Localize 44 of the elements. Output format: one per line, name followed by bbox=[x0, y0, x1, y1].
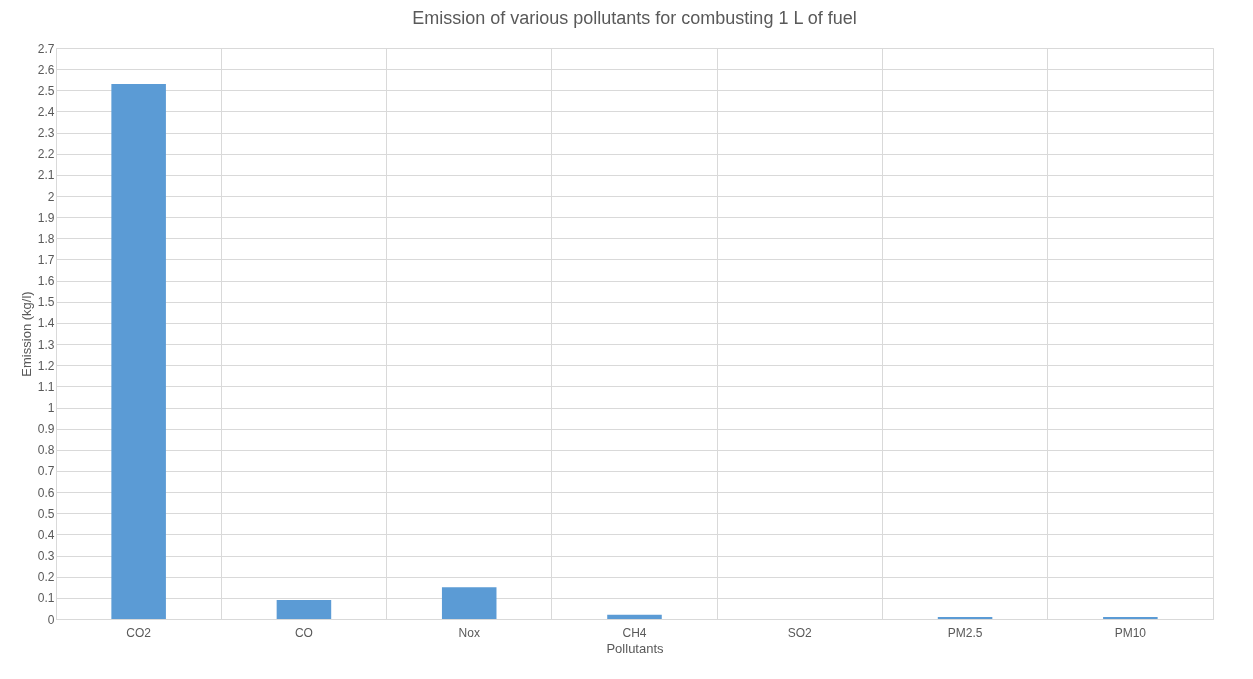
y-tick-label: 2 bbox=[47, 189, 55, 204]
x-tick-label: SO2 bbox=[787, 625, 813, 640]
y-tick-label: 1.8 bbox=[37, 231, 55, 246]
x-tick-label: CH4 bbox=[622, 625, 647, 640]
bar bbox=[1103, 616, 1158, 619]
y-tick-label: 1.3 bbox=[37, 337, 55, 352]
x-tick-label: Nox bbox=[458, 625, 480, 640]
y-tick-label: 0.4 bbox=[37, 527, 55, 542]
y-tick-label: 0.5 bbox=[37, 506, 55, 521]
x-tick-label: PM2.5 bbox=[947, 625, 983, 640]
y-tick-label: 1.9 bbox=[37, 210, 55, 225]
y-tick-label: 1.1 bbox=[37, 379, 55, 394]
bar bbox=[276, 599, 332, 619]
y-tick-label: 0.3 bbox=[37, 549, 55, 564]
bar bbox=[441, 587, 497, 619]
x-axis-title: Pollutants bbox=[606, 640, 665, 656]
chart-title: Emission of various pollutants for combusting 1 L of fuel bbox=[412, 8, 857, 28]
y-tick-label: 0.7 bbox=[37, 464, 55, 479]
y-tick-label: 0.9 bbox=[37, 422, 55, 437]
y-tick-label: 1 bbox=[47, 401, 55, 416]
y-tick-label: 0.2 bbox=[37, 570, 55, 585]
y-tick-label: 1.7 bbox=[37, 252, 55, 267]
y-tick-label: 2.4 bbox=[37, 104, 55, 119]
y-tick-label: 0.1 bbox=[37, 591, 55, 606]
y-tick-label: 2.5 bbox=[37, 83, 55, 98]
y-tick-label: 2.6 bbox=[37, 62, 55, 77]
y-tick-label: 2.2 bbox=[37, 147, 55, 162]
y-tick-label: 2.7 bbox=[37, 41, 55, 56]
x-tick-label: CO bbox=[294, 625, 313, 640]
x-tick-label: CO2 bbox=[126, 625, 152, 640]
bar bbox=[607, 614, 662, 619]
y-tick-label: 2.3 bbox=[37, 126, 55, 141]
y-tick-label: 0.8 bbox=[37, 443, 55, 458]
y-tick-label: 1.5 bbox=[37, 295, 55, 310]
y-tick-label: 0 bbox=[47, 612, 55, 627]
y-tick-label: 1.4 bbox=[37, 316, 55, 331]
y-axis-title: Emission (kg/l) bbox=[18, 291, 34, 377]
y-tick-label: 1.6 bbox=[37, 274, 55, 289]
y-tick-label: 1.2 bbox=[37, 358, 55, 373]
bar bbox=[937, 616, 993, 619]
y-tick-label: 2.1 bbox=[37, 168, 55, 183]
bar bbox=[111, 83, 166, 619]
x-tick-label: PM10 bbox=[1114, 625, 1147, 640]
y-tick-label: 0.6 bbox=[37, 485, 55, 500]
